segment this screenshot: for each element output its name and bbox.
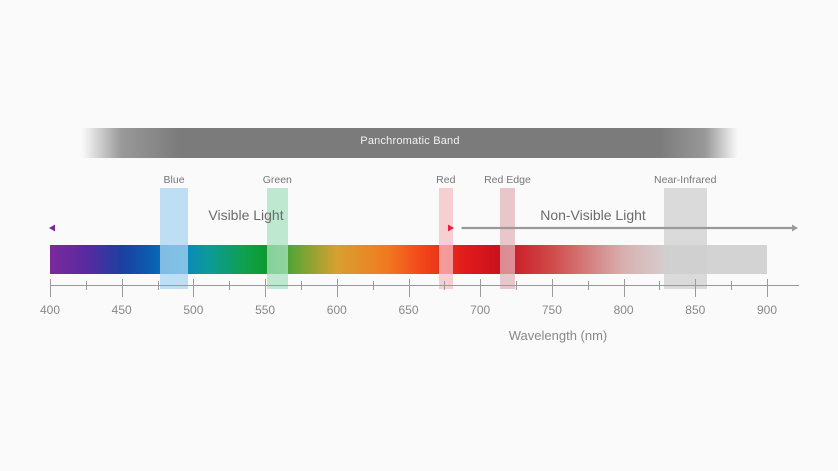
major-tick (193, 279, 195, 297)
band-blue (160, 188, 188, 289)
major-tick (623, 279, 625, 297)
band-red-edge (500, 188, 515, 289)
tick-label: 900 (756, 303, 778, 317)
tick-label: 500 (183, 303, 204, 317)
band-red (438, 188, 453, 289)
panchromatic-band: Panchromatic Band (82, 128, 738, 158)
major-tick (767, 279, 768, 297)
tick-label: 850 (685, 303, 706, 317)
visible-light-label: Visible Light (208, 207, 284, 223)
tick-label: 400 (39, 303, 61, 317)
band-label-blue: Blue (163, 174, 185, 186)
band-near-infrared (663, 188, 707, 289)
tick-label: 800 (613, 303, 634, 317)
major-tick (336, 279, 338, 297)
band-green (266, 188, 289, 289)
band-label-red-edge: Red Edge (484, 174, 531, 186)
tick-label: 700 (470, 303, 491, 317)
tick-label: 750 (541, 303, 562, 317)
band-label-red: Red (436, 174, 456, 186)
minor-tick (372, 281, 374, 290)
minor-tick (444, 281, 446, 290)
major-tick (551, 279, 553, 297)
minor-tick (229, 281, 231, 290)
major-tick (121, 279, 123, 297)
minor-tick (516, 281, 518, 290)
band-label-near-infrared: Near-Infrared (654, 174, 717, 186)
major-tick (480, 279, 482, 297)
visible-light-arrow-right-head (447, 224, 454, 232)
wavelength-axis-title: Wavelength (nm) (508, 328, 608, 343)
non-visible-light-arrow-head (792, 224, 798, 232)
minor-tick (659, 281, 661, 290)
minor-tick (85, 281, 87, 290)
tick-label: 650 (398, 303, 419, 317)
minor-tick (731, 281, 733, 290)
major-tick (50, 279, 51, 297)
tick-label: 600 (326, 303, 347, 317)
major-tick (695, 279, 697, 297)
major-tick (408, 279, 410, 297)
minor-tick (157, 281, 159, 290)
wavelength-axis-line (50, 285, 799, 286)
band-label-green: Green (262, 174, 292, 186)
tick-label: 550 (255, 303, 276, 317)
minor-tick (300, 281, 302, 290)
major-tick (265, 279, 267, 297)
visible-light-arrow-left-head (49, 224, 55, 232)
non-visible-light-label: Non-Visible Light (540, 207, 646, 223)
panchromatic-band-label: Panchromatic Band (360, 135, 460, 147)
minor-tick (587, 281, 589, 290)
tick-label: 450 (111, 303, 132, 317)
